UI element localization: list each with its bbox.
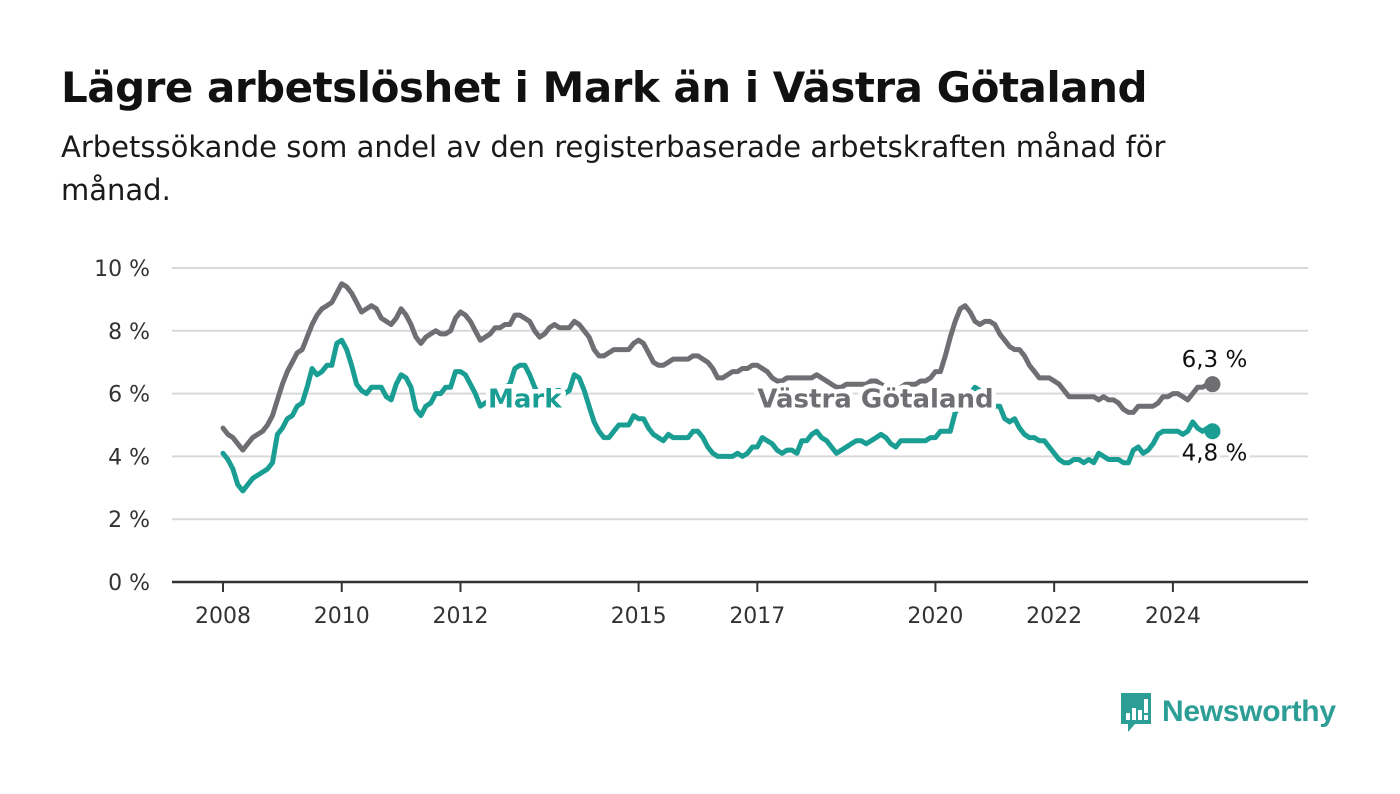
- y-tick-label: 4 %: [108, 445, 150, 470]
- series-label-mark: Mark: [488, 385, 562, 415]
- series-lines: [220, 281, 1221, 494]
- end-value-label-vastra-gotaland: 6,3 %: [1182, 347, 1248, 373]
- x-tick-label: 2010: [314, 604, 370, 629]
- series-labels: Västra Götaland Mark 6,3 % 4,8 %: [484, 344, 1251, 470]
- line-chart: 0 % 2 % 4 % 6 % 8 % 10 % 2008 2010 2012 2015 2017…: [94, 257, 1308, 629]
- y-tick-label: 0 %: [108, 571, 150, 596]
- y-tick-label: 2 %: [108, 508, 150, 533]
- x-tick-label: 2008: [195, 604, 251, 629]
- y-tick-label: 6 %: [108, 383, 150, 408]
- x-tick-label: 2022: [1026, 604, 1082, 629]
- end-marker-mark: [1204, 423, 1221, 440]
- x-tick-label: 2020: [907, 604, 963, 629]
- x-axis-tick-labels: 2008 2010 2012 2015 2017 2020 2022 2024: [195, 582, 1201, 629]
- chart-title: Lägre arbetslöshet i Mark än i Västra Gö…: [61, 63, 1148, 112]
- y-tick-label: 8 %: [108, 320, 150, 345]
- y-axis-tick-labels: 0 % 2 % 4 % 6 % 8 % 10 %: [94, 257, 150, 596]
- grid-lines: [172, 267, 1308, 521]
- end-value-label-mark: 4,8 %: [1182, 440, 1248, 466]
- x-tick-label: 2017: [729, 604, 785, 629]
- series-line-vastra-gotaland: [220, 281, 1215, 453]
- x-tick-label: 2012: [432, 604, 488, 629]
- end-marker-vastra-gotaland: [1204, 376, 1221, 393]
- bar-chart-speech-bubble-icon: [1121, 693, 1151, 732]
- x-tick-label: 2024: [1145, 604, 1201, 629]
- series-line-mark: [220, 337, 1215, 494]
- brand-name: Newsworthy: [1162, 695, 1336, 728]
- x-tick-label: 2015: [611, 604, 667, 629]
- y-tick-label: 10 %: [94, 257, 150, 282]
- chart-subtitle: Arbetssökande som andel av den registerb…: [61, 130, 1166, 207]
- series-label-vastra-gotaland: Västra Götaland: [757, 385, 993, 415]
- brand-logo: Newsworthy: [1118, 688, 1336, 736]
